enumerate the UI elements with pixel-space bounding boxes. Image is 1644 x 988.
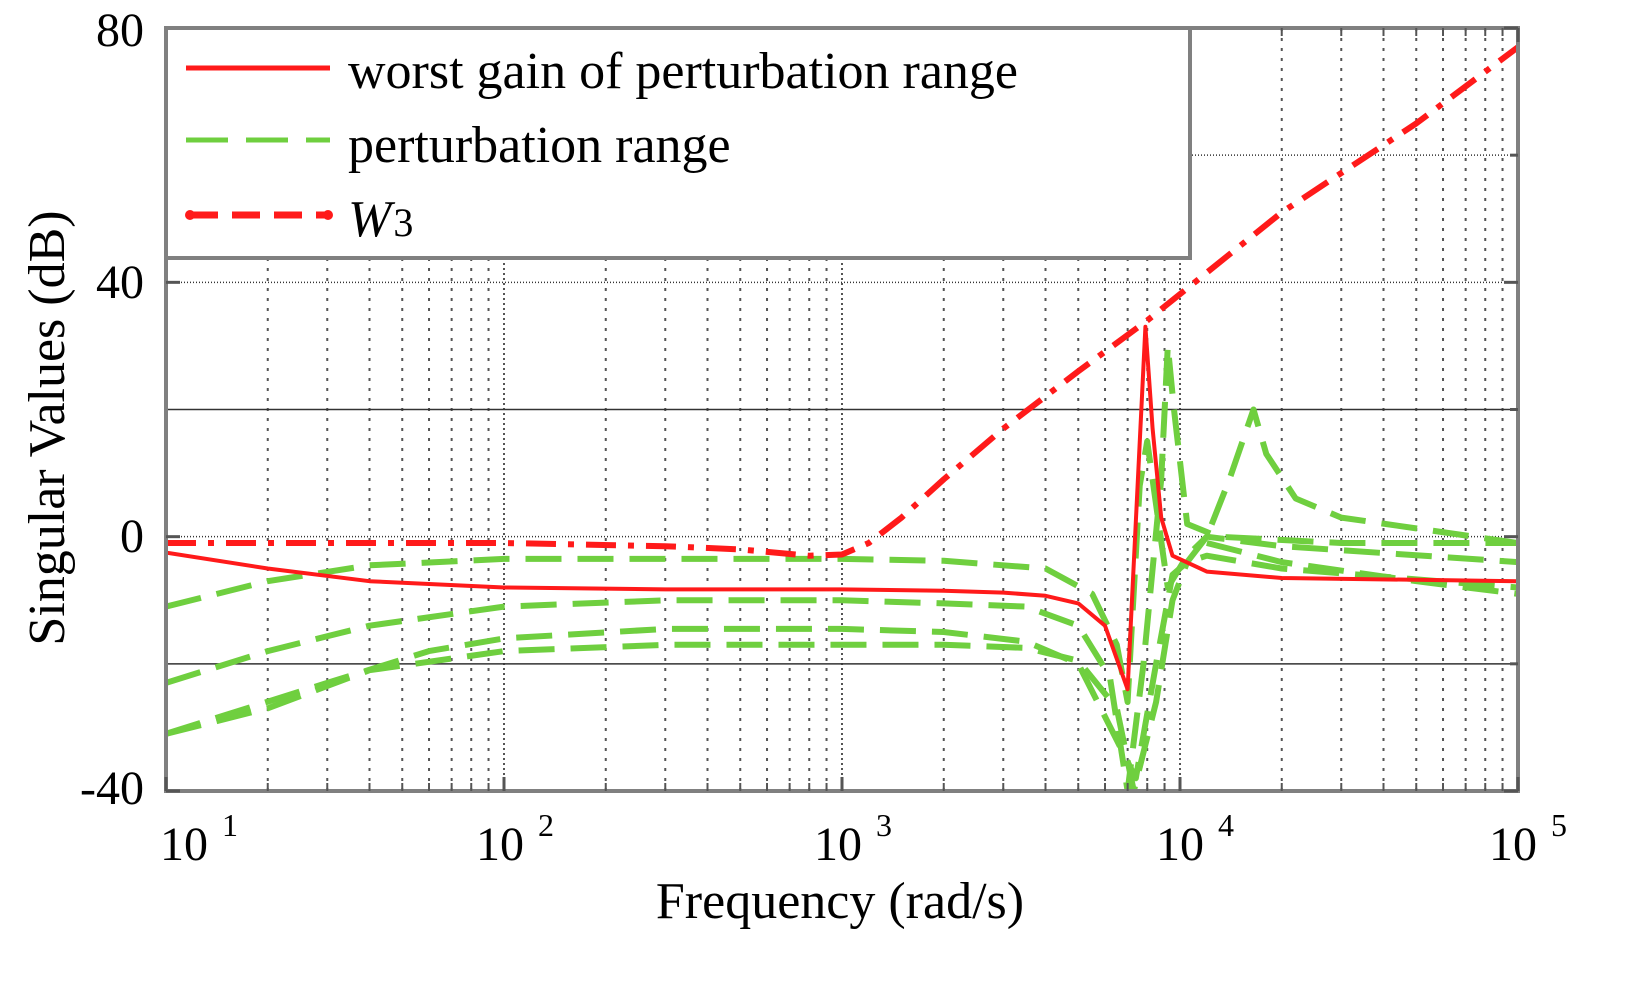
svg-text:5: 5 xyxy=(1551,807,1567,843)
x-tick-label: 10 1 xyxy=(160,807,238,871)
legend-swatch-w3-marker xyxy=(323,210,333,220)
svg-text:2: 2 xyxy=(538,807,554,843)
legend-label-perturbation: perturbation range xyxy=(348,117,731,174)
x-tick-label: 10 4 xyxy=(1156,807,1234,871)
series-line-perturbation-range-5 xyxy=(1206,540,1518,597)
x-tick-label: 10 5 xyxy=(1489,807,1567,871)
svg-text:10: 10 xyxy=(814,818,862,871)
y-tick-label: 80 xyxy=(96,4,144,57)
x-axis-label: Frequency (rad/s) xyxy=(656,873,1024,930)
svg-text:10: 10 xyxy=(1156,818,1204,871)
legend-label-w3: W3 xyxy=(348,191,413,248)
y-tick-label: 40 xyxy=(96,256,144,309)
svg-text:10: 10 xyxy=(1489,818,1537,871)
series-line-w3 xyxy=(166,44,1518,559)
series-line-perturbation-range-4 xyxy=(166,552,1518,782)
data-series xyxy=(166,44,1518,791)
svg-text:4: 4 xyxy=(1218,807,1234,843)
y-tick-label: -40 xyxy=(80,762,144,815)
svg-text:10: 10 xyxy=(160,818,208,871)
y-axis-label: Singular Values (dB) xyxy=(19,210,76,645)
grid xyxy=(166,28,1518,791)
series-line-perturbation-range-2 xyxy=(166,342,1518,791)
x-tick-label: 10 3 xyxy=(814,807,892,871)
svg-text:10: 10 xyxy=(476,818,524,871)
legend-swatch-w3-marker xyxy=(185,210,195,220)
legend-label-worst-gain: worst gain of perturbation range xyxy=(348,43,1018,100)
y-tick-label: 0 xyxy=(120,510,144,563)
x-tick-label: 10 2 xyxy=(476,807,554,871)
series-line-worst-gain-of-perturbation-range xyxy=(166,324,1518,692)
svg-text:3: 3 xyxy=(876,807,892,843)
legend: worst gain of perturbation range perturb… xyxy=(164,26,1192,260)
legend-box xyxy=(164,26,1192,260)
svg-text:1: 1 xyxy=(222,807,238,843)
